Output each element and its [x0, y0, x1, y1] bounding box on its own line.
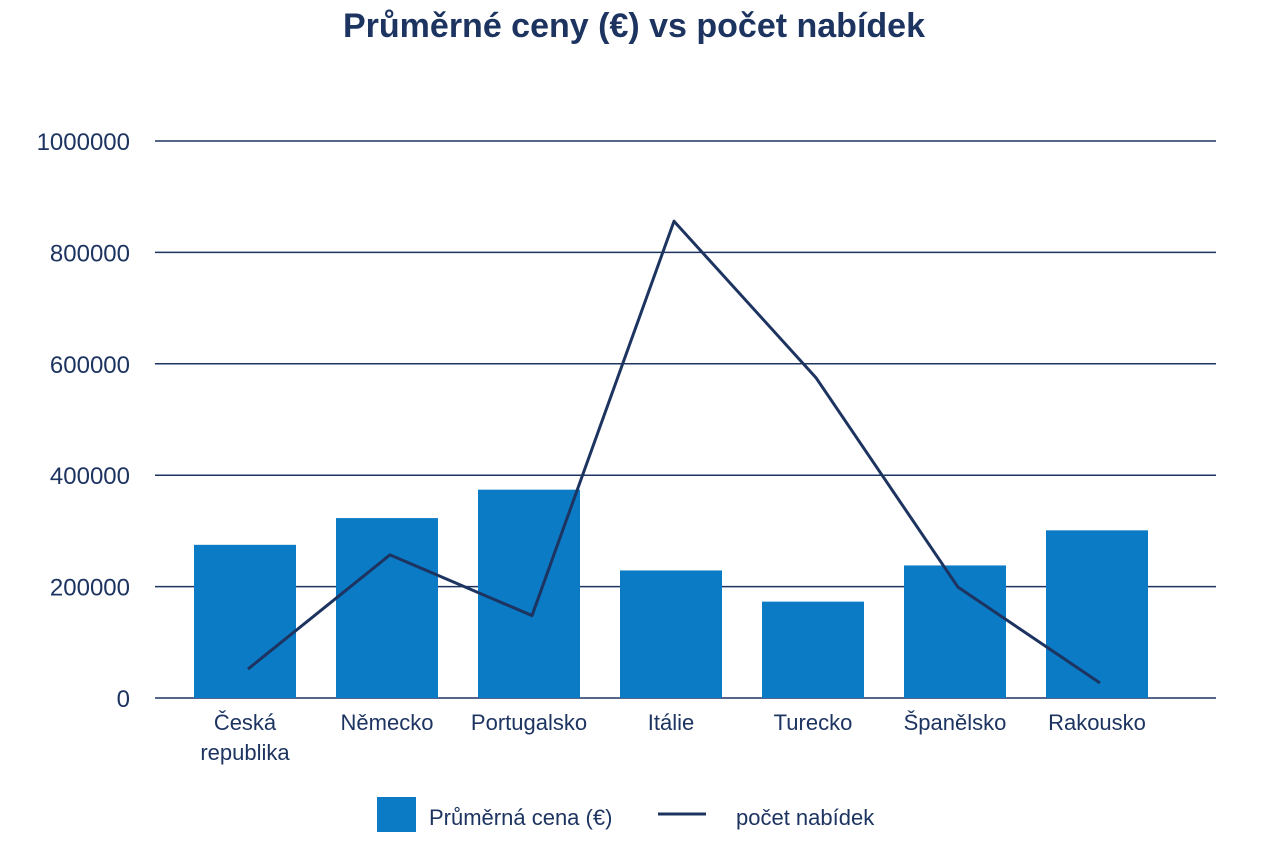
x-category-label: Turecko: [774, 710, 853, 735]
y-tick-label: 600000: [50, 352, 130, 379]
y-tick-label: 200000: [50, 575, 130, 602]
bar: [762, 601, 864, 698]
legend-line-label: počet nabídek: [736, 805, 875, 830]
bar: [478, 489, 580, 698]
x-category-label: Rakousko: [1048, 710, 1146, 735]
y-tick-label: 0: [117, 686, 130, 713]
legend-bar-swatch: [377, 797, 416, 832]
bar: [336, 518, 438, 698]
x-category-label: Itálie: [648, 710, 694, 735]
y-tick-label: 800000: [50, 240, 130, 267]
y-tick-label: 400000: [50, 463, 130, 490]
y-axis-ticks: 0 200000 400000 600000 800000 1000000: [37, 129, 130, 713]
x-category-label: Španělsko: [904, 710, 1007, 735]
gridlines: [155, 140, 1216, 699]
x-category-label: Portugalsko: [471, 710, 587, 735]
x-axis-categories: Česká republika Německo Portugalsko Itálie Tu…: [200, 710, 1146, 765]
line-series-path: [247, 219, 1101, 685]
x-category-label: Německo: [341, 710, 434, 735]
legend: Průměrná cena (€) počet nabídek: [377, 797, 875, 832]
bar: [194, 544, 296, 698]
bar: [904, 565, 1006, 698]
bar: [620, 570, 722, 698]
line-series: [247, 219, 1101, 685]
y-tick-label: 1000000: [37, 129, 130, 156]
chart-title: Průměrné ceny (€) vs počet nabídek: [343, 7, 925, 45]
bar: [1046, 530, 1148, 698]
x-category-label: Česká republika: [200, 710, 290, 765]
legend-bar-label: Průměrná cena (€): [429, 805, 612, 830]
bar-series: [194, 489, 1148, 698]
